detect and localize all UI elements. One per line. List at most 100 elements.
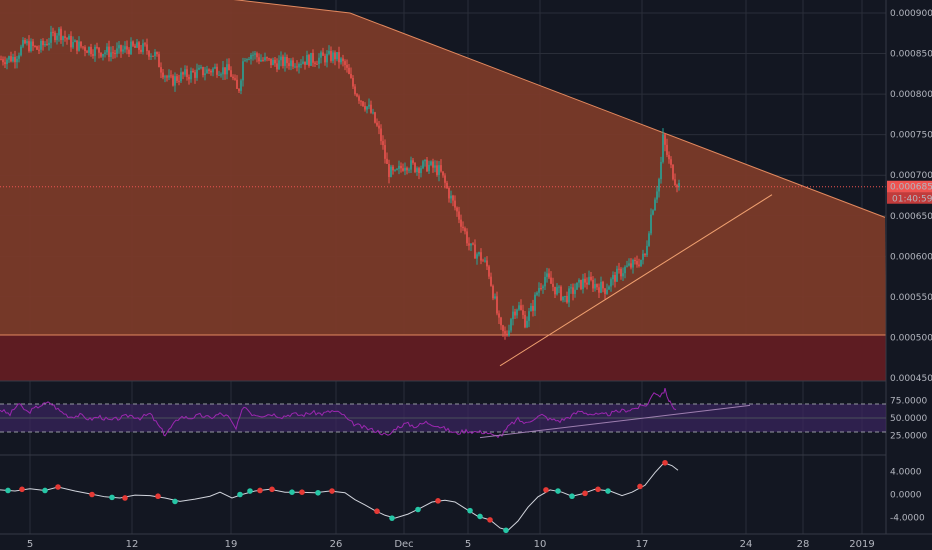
candle-body (80, 41, 82, 47)
candle-body (254, 53, 256, 55)
candle-body (224, 67, 226, 75)
candle-body (362, 101, 364, 107)
candle-body (670, 159, 672, 165)
candle-body (660, 161, 662, 180)
candle-body (476, 254, 478, 259)
candle-body (26, 41, 28, 44)
wedge-pattern[interactable] (0, 0, 886, 336)
oscillator-axis[interactable]: 4.0000 0.0000 -4.0000 (890, 467, 925, 523)
candle-body (440, 165, 442, 172)
candle-body (616, 268, 618, 282)
rsi-trendline[interactable] (479, 404, 751, 439)
candle-body (528, 311, 530, 321)
candle-body (426, 159, 428, 172)
candle-body (582, 278, 584, 290)
candle-body (550, 277, 552, 284)
candle-body (568, 288, 570, 303)
candle-body (608, 286, 610, 290)
support-zone[interactable] (0, 335, 886, 381)
candle-body (248, 59, 250, 61)
candle-body (626, 265, 628, 267)
candle-body (198, 67, 200, 70)
candle-body (170, 75, 172, 77)
candle-body (504, 331, 506, 334)
candle-body (306, 55, 308, 65)
candle-body (328, 50, 330, 54)
candle-body (84, 47, 86, 52)
candle-body (296, 66, 298, 68)
candle-body (490, 276, 492, 286)
candle-body (64, 36, 66, 38)
candle-body (370, 104, 372, 113)
candle-body (176, 76, 178, 81)
rsi-pane[interactable] (0, 387, 886, 439)
candle-body (442, 171, 444, 176)
candle-body (434, 165, 436, 168)
oscillator-dot-red (122, 495, 128, 501)
candle-body (150, 55, 152, 57)
candle-body (530, 305, 532, 312)
candle-body (388, 163, 390, 177)
candle-body (624, 266, 626, 274)
oscillator-dot-red (329, 488, 335, 494)
candle-body (552, 283, 554, 287)
candle-body (526, 320, 528, 328)
candle-body (424, 159, 426, 162)
candle-body (632, 259, 634, 268)
rsi-axis[interactable]: 75.0000 50.0000 25.0000 (890, 397, 927, 442)
candle-body (168, 75, 170, 78)
candle-body (16, 58, 18, 63)
candle-body (128, 49, 130, 55)
candle-body (372, 112, 374, 114)
candle-body (548, 273, 550, 278)
candle-body (178, 80, 180, 82)
candle-body (366, 106, 368, 110)
rising-trendline[interactable] (499, 194, 773, 367)
candle-body (324, 55, 326, 63)
candle-body (640, 259, 642, 266)
candle-body (206, 69, 208, 74)
candle-body (188, 76, 190, 80)
time-axis[interactable]: 5 12 19 26 Dec 5 10 17 24 28 2019 (27, 539, 875, 550)
candle-body (644, 253, 646, 256)
candle-body (288, 63, 290, 67)
candle-body (20, 46, 22, 56)
oscillator-pane[interactable] (0, 459, 679, 534)
candle-body (630, 263, 632, 268)
candle-body (76, 40, 78, 51)
price-pane[interactable] (0, 0, 886, 381)
candle-body (72, 42, 74, 48)
candle-body (410, 160, 412, 170)
candle-body (46, 43, 48, 46)
candle-body (638, 264, 640, 266)
candle-body (364, 106, 366, 110)
candle-body (612, 275, 614, 280)
candle-body (172, 75, 174, 86)
candle-body (290, 60, 292, 67)
wedge-resistance-line[interactable] (0, 0, 886, 218)
candle-body (228, 64, 230, 71)
candle-body (438, 165, 440, 175)
oscillator-dot-green (109, 494, 115, 501)
candle-body (280, 56, 282, 61)
candle-body (610, 279, 612, 287)
candle-body (66, 37, 68, 40)
oscillator-dot-green (477, 513, 483, 520)
candle-body (456, 207, 458, 212)
candle-body (420, 168, 422, 174)
oscillator-dot-red (19, 486, 25, 493)
candle-body (122, 49, 124, 52)
candle-body (578, 279, 580, 283)
candle-body (50, 31, 52, 43)
candle-body (138, 42, 140, 50)
time-tick-label-7: 17 (636, 539, 649, 550)
candle-body (174, 76, 176, 86)
candle-body (614, 275, 616, 282)
candle-body (648, 233, 650, 246)
time-tick-label-10: 2019 (849, 539, 874, 550)
candle-body (572, 287, 574, 294)
